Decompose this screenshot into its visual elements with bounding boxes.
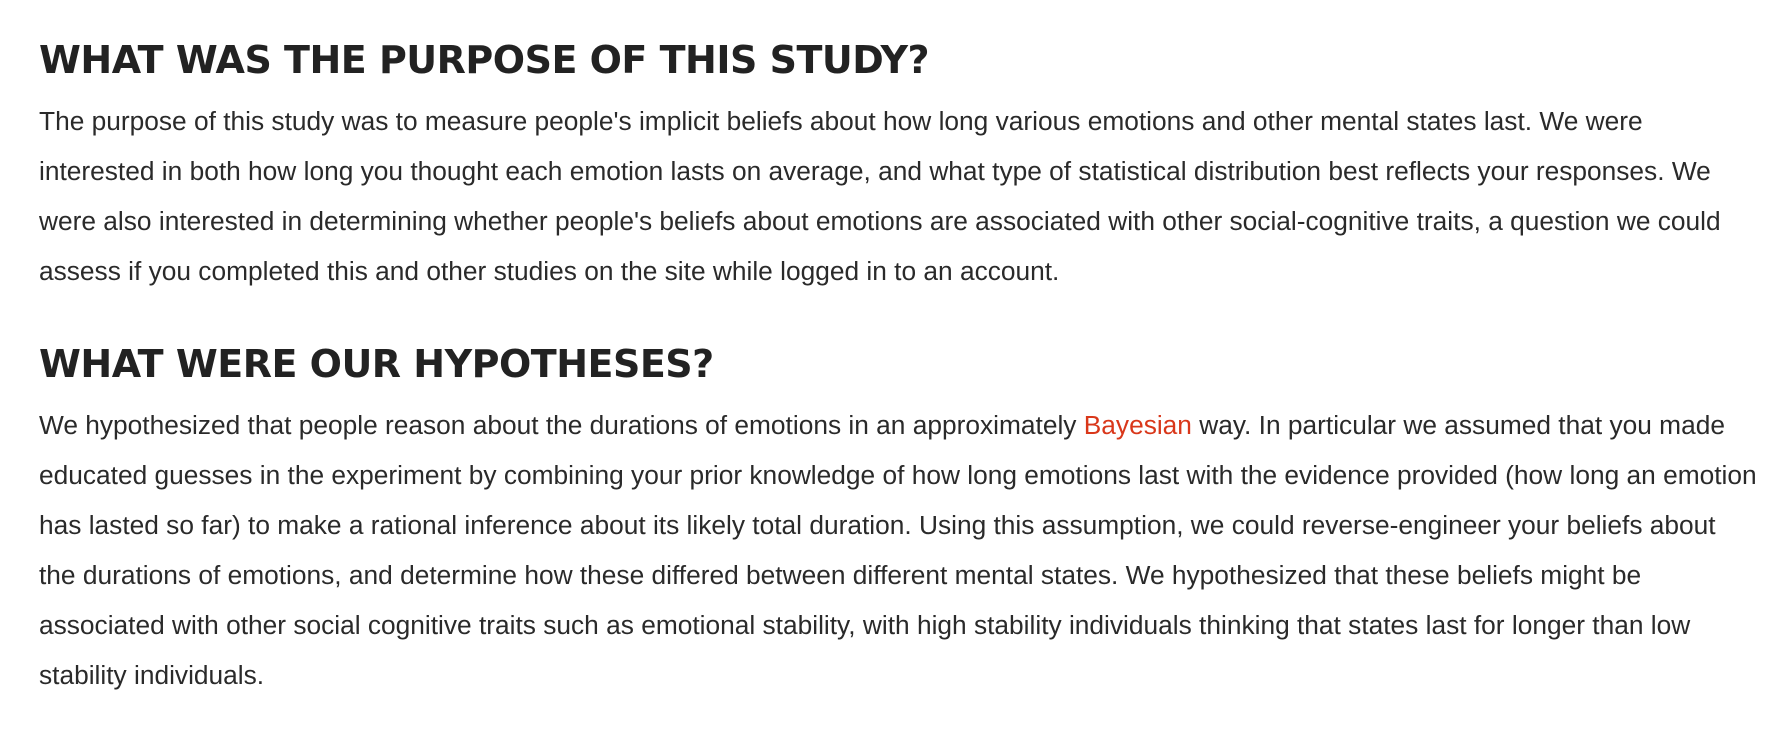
hypotheses-text-after-link: way. In particular we assumed that you m… xyxy=(39,410,1757,690)
purpose-section: WHAT WAS THE PURPOSE OF THIS STUDY? The … xyxy=(39,30,1759,296)
hypotheses-section: WHAT WERE OUR HYPOTHESES? We hypothesize… xyxy=(39,334,1759,700)
purpose-paragraph: The purpose of this study was to measure… xyxy=(39,106,1721,286)
hypotheses-paragraph: We hypothesized that people reason about… xyxy=(39,400,1759,700)
bayesian-link[interactable]: Bayesian xyxy=(1083,410,1192,440)
hypotheses-text-before-link: We hypothesized that people reason about… xyxy=(39,410,1084,440)
purpose-heading: WHAT WAS THE PURPOSE OF THIS STUDY? xyxy=(39,38,930,82)
hypotheses-heading: WHAT WERE OUR HYPOTHESES? xyxy=(39,342,714,386)
article-content: WHAT WAS THE PURPOSE OF THIS STUDY? The … xyxy=(39,30,1759,700)
